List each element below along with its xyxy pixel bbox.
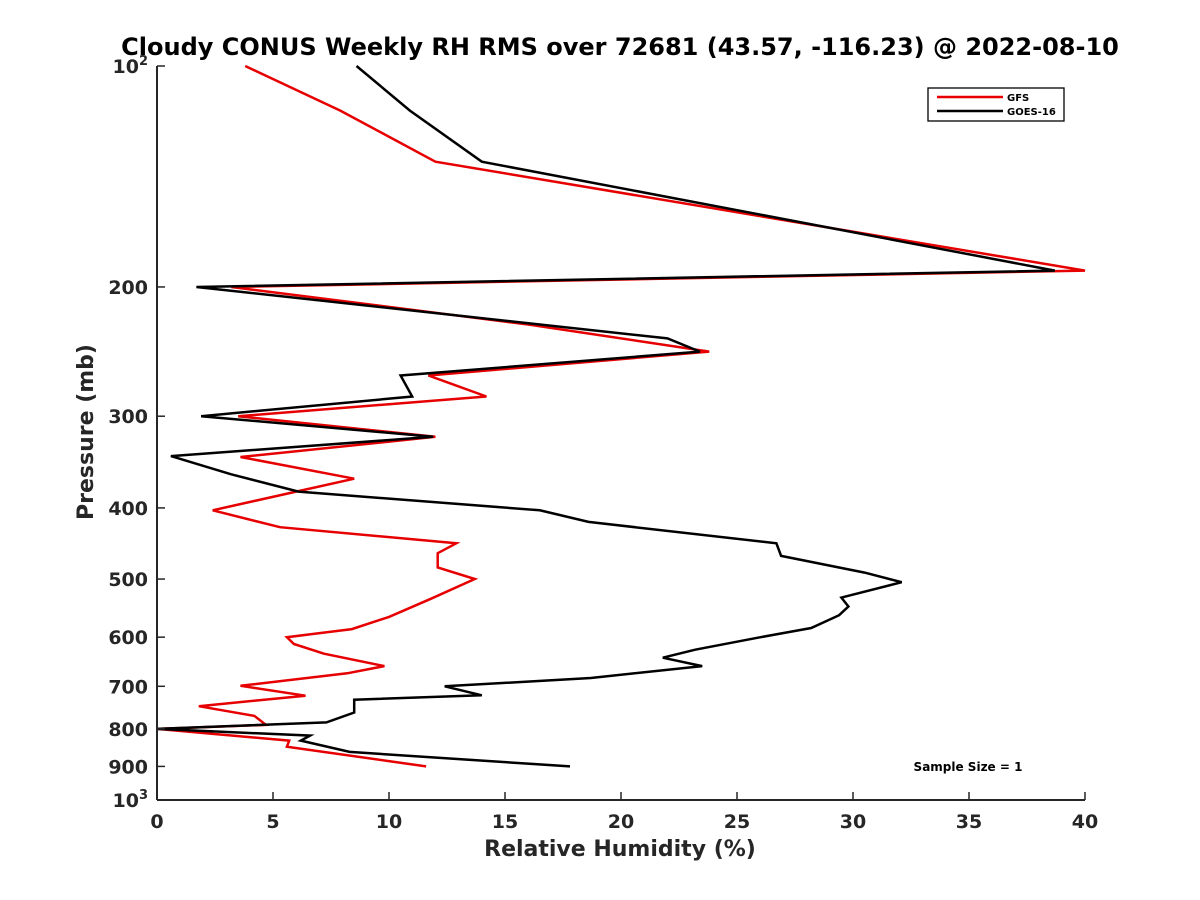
y-tick-label: 300 — [108, 406, 148, 428]
x-tick-label: 30 — [840, 811, 866, 833]
series-line-goes16 — [156, 65, 1056, 768]
legend: GFS GOES-16 — [927, 87, 1065, 122]
x-tick-label: 35 — [956, 811, 982, 833]
legend-label-gfs: GFS — [1007, 93, 1029, 104]
y-tick-label: 600 — [108, 627, 148, 649]
y-tick-label: 200 — [108, 277, 148, 299]
y-tick-label: 700 — [108, 676, 148, 698]
plot-marks — [156, 64, 1086, 768]
legend-label-goes16: GOES-16 — [1007, 107, 1056, 118]
y-tick-label: 800 — [108, 719, 148, 741]
axes: 0 5 10 15 20 25 30 35 40102200300400500600700800… — [108, 54, 1098, 833]
x-tick-label: 0 — [150, 811, 163, 833]
y-tick-label: 103 — [113, 788, 149, 812]
y-tick-label: 400 — [108, 498, 148, 520]
x-tick-label: 25 — [724, 811, 750, 833]
x-tick-label: 15 — [492, 811, 518, 833]
y-tick-label: 900 — [108, 756, 148, 778]
chart-title: Cloudy CONUS Weekly RH RMS over 72681 (4… — [121, 33, 1119, 61]
x-tick-label: 5 — [266, 811, 279, 833]
series-line-gfs — [156, 64, 1086, 768]
y-axis-label: Pressure (mb) — [74, 344, 99, 520]
x-axis-label: Relative Humidity (%) — [484, 837, 756, 862]
sample-size-annotation: Sample Size = 1 — [914, 760, 1023, 774]
y-tick-label: 500 — [108, 569, 148, 591]
x-tick-label: 40 — [1072, 811, 1098, 833]
x-tick-label: 10 — [376, 811, 402, 833]
x-tick-label: 20 — [608, 811, 634, 833]
legend-box — [927, 87, 1065, 122]
